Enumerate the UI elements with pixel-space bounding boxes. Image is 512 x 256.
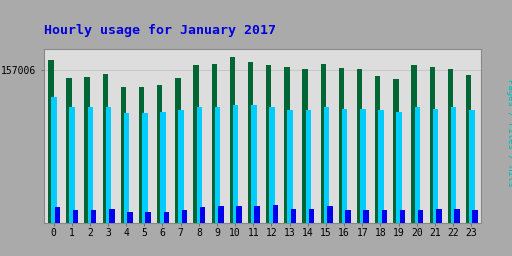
Bar xyxy=(342,109,348,223)
Bar xyxy=(364,210,369,223)
Bar xyxy=(411,65,417,223)
Bar xyxy=(175,79,181,223)
Bar xyxy=(451,107,456,223)
Bar xyxy=(324,107,329,223)
Bar xyxy=(139,87,144,223)
Bar xyxy=(466,76,471,223)
Bar xyxy=(230,57,235,223)
Bar xyxy=(66,78,72,223)
Bar xyxy=(73,210,78,223)
Bar xyxy=(357,69,362,223)
Bar xyxy=(418,210,423,223)
Bar xyxy=(360,109,366,223)
Bar xyxy=(339,68,344,223)
Bar xyxy=(84,77,90,223)
Bar xyxy=(469,110,475,223)
Bar xyxy=(396,112,402,223)
Bar xyxy=(157,86,162,223)
Bar xyxy=(266,65,271,223)
Bar xyxy=(381,210,387,223)
Bar xyxy=(345,210,351,223)
Bar xyxy=(393,79,399,223)
Bar xyxy=(164,212,169,223)
Bar xyxy=(218,207,224,223)
Bar xyxy=(70,107,75,223)
Text: Hourly usage for January 2017: Hourly usage for January 2017 xyxy=(44,24,275,37)
Bar xyxy=(400,210,405,223)
Bar xyxy=(51,97,57,223)
Bar xyxy=(106,107,111,223)
Bar xyxy=(251,105,257,223)
Bar xyxy=(473,210,478,223)
Bar xyxy=(447,69,453,223)
Bar xyxy=(436,209,441,223)
Bar xyxy=(55,207,60,223)
Bar xyxy=(197,107,202,223)
Bar xyxy=(321,63,326,223)
Bar xyxy=(88,107,93,223)
Bar xyxy=(102,73,108,223)
Bar xyxy=(182,210,187,223)
Bar xyxy=(48,60,54,223)
Bar xyxy=(269,107,275,223)
Bar xyxy=(327,207,332,223)
Bar xyxy=(309,209,314,223)
Bar xyxy=(236,207,242,223)
Bar xyxy=(160,112,166,223)
Bar xyxy=(127,212,133,223)
Bar xyxy=(254,207,260,223)
Bar xyxy=(91,210,96,223)
Bar xyxy=(375,76,380,223)
Bar xyxy=(454,209,460,223)
Bar xyxy=(194,65,199,223)
Bar xyxy=(303,69,308,223)
Bar xyxy=(430,67,435,223)
Text: Pages / Files / Hits: Pages / Files / Hits xyxy=(506,79,512,187)
Bar xyxy=(109,209,115,223)
Bar xyxy=(200,207,205,223)
Bar xyxy=(179,110,184,223)
Bar xyxy=(287,110,293,223)
Bar xyxy=(121,87,126,223)
Bar xyxy=(272,205,278,223)
Bar xyxy=(248,62,253,223)
Bar xyxy=(378,110,383,223)
Bar xyxy=(124,113,130,223)
Bar xyxy=(215,107,220,223)
Bar xyxy=(142,113,147,223)
Bar xyxy=(233,105,239,223)
Bar xyxy=(284,67,290,223)
Bar xyxy=(211,63,217,223)
Bar xyxy=(433,109,438,223)
Bar xyxy=(415,107,420,223)
Bar xyxy=(145,212,151,223)
Bar xyxy=(291,209,296,223)
Bar xyxy=(306,110,311,223)
